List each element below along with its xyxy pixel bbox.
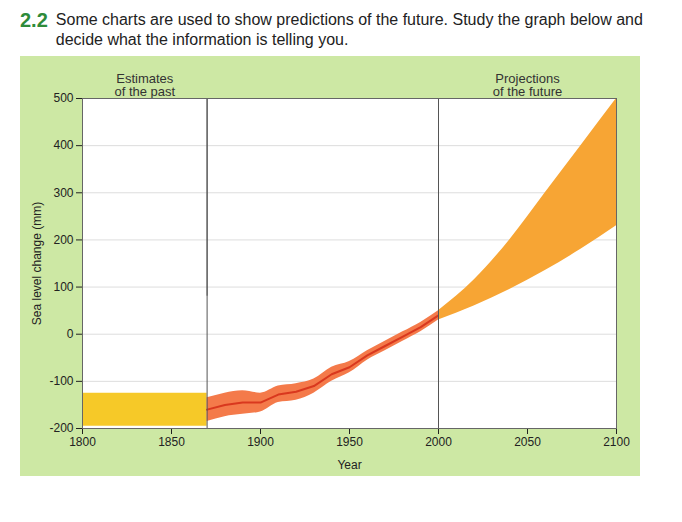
- svg-text:400: 400: [53, 138, 73, 152]
- svg-text:1950: 1950: [336, 435, 363, 449]
- svg-text:2100: 2100: [603, 435, 630, 449]
- svg-text:100: 100: [53, 280, 73, 294]
- svg-text:Estimatesof the past: Estimatesof the past: [114, 71, 175, 99]
- svg-text:0: 0: [67, 327, 74, 341]
- svg-text:1900: 1900: [247, 435, 274, 449]
- svg-text:1800: 1800: [69, 435, 96, 449]
- svg-text:2050: 2050: [514, 435, 541, 449]
- svg-text:200: 200: [53, 233, 73, 247]
- svg-text:-100: -100: [49, 374, 73, 388]
- html-text:2.2 Some charts are used to sh: 2.2 Some charts are used to show predict…: [20, 9, 643, 48]
- svg-text:Projectionsof the future: Projectionsof the future: [493, 71, 562, 99]
- svg-text:Sea level change (mm): Sea level change (mm): [30, 202, 44, 325]
- svg-text:2000: 2000: [425, 435, 452, 449]
- svg-text:-200: -200: [49, 421, 73, 435]
- svg-text:300: 300: [53, 186, 73, 200]
- svg-text:1850: 1850: [158, 435, 185, 449]
- svg-text:Year: Year: [337, 458, 361, 472]
- svg-text:500: 500: [53, 91, 73, 105]
